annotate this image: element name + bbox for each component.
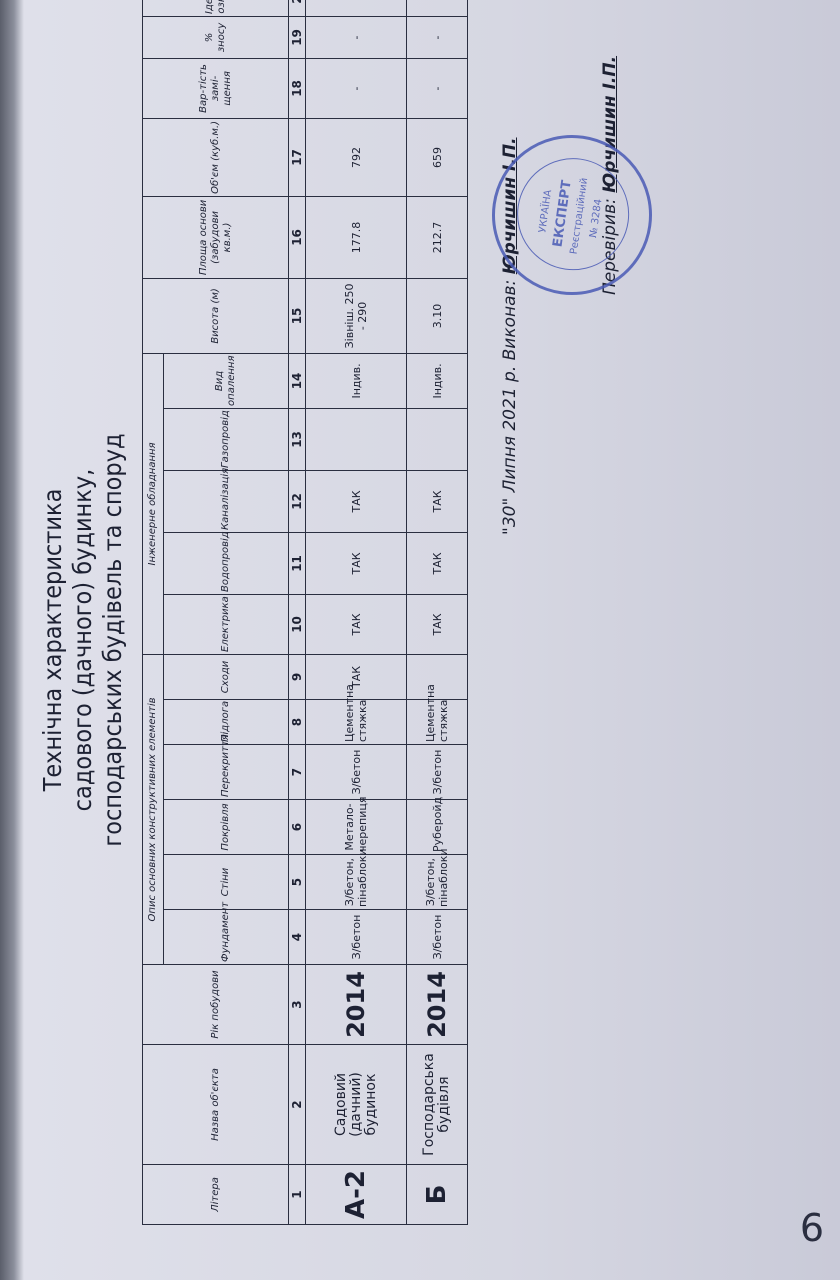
- column-number: 16: [288, 196, 306, 279]
- column-number: 6: [288, 799, 306, 855]
- column-number: 15: [288, 278, 306, 354]
- column-number: 19: [288, 16, 306, 59]
- title-line: Технічна характеристика: [38, 488, 67, 792]
- table-cell: [305, 408, 407, 471]
- column-header: Перекриття: [163, 734, 289, 800]
- column-number: 17: [288, 118, 306, 197]
- column-number: 4: [288, 909, 306, 965]
- group-header: Опис основних конструктивних елементів: [142, 654, 164, 965]
- done-label: Виконав:: [500, 279, 520, 361]
- column-header: Сходи: [163, 654, 289, 700]
- column-header: Покрівля: [163, 799, 289, 855]
- column-number: 20: [288, 0, 306, 17]
- number-row: 1234567891011121314151617181920: [288, 0, 306, 1225]
- column-header: Літера: [142, 1164, 289, 1225]
- date: "30" Липня 2021 р.: [500, 365, 520, 535]
- column-header: Площа основи (забудови кв.м.): [142, 196, 289, 279]
- column-number: 1: [288, 1164, 306, 1225]
- column-header: Ідентифікаційна ознака: [142, 0, 289, 17]
- column-header: Висота (м): [142, 278, 289, 354]
- column-header: Газопровід: [163, 408, 289, 471]
- table-cell: Індив.: [305, 353, 407, 409]
- column-header: Електрика: [163, 594, 289, 655]
- column-number: 10: [288, 594, 306, 655]
- column-header: Водопровід: [163, 531, 289, 595]
- column-number: 13: [288, 408, 306, 471]
- table-cell: З/бетон: [305, 909, 407, 965]
- table-cell: 2014: [305, 964, 407, 1045]
- column-number: 5: [288, 854, 306, 910]
- table-cell: З/бетон: [406, 909, 468, 965]
- table-cell: 2014: [406, 964, 468, 1045]
- column-header: Вар-тість замі-щення: [142, 58, 289, 119]
- table-cell: Господарська будівля: [406, 1044, 468, 1165]
- column-header: Фундамент: [163, 902, 289, 965]
- group-header: Інженерне обладнання: [142, 353, 164, 655]
- table-cell: -: [406, 0, 468, 17]
- column-header: Рік побудови: [142, 964, 289, 1045]
- table-cell: 792: [305, 118, 407, 197]
- table-cell: З/бетон: [406, 744, 468, 800]
- column-number: 11: [288, 532, 306, 595]
- table-cell: ТАК: [406, 594, 468, 655]
- column-header: Об'єм (куб.м.): [142, 118, 289, 197]
- table-cell: Б: [406, 1164, 468, 1225]
- table-cell: ТАК: [305, 532, 407, 595]
- table-cell: З/бетон, пінаблоки: [305, 848, 407, 910]
- table-cell: Руберойд: [406, 797, 468, 855]
- column-header: Підлога: [163, 699, 289, 745]
- table-cell: -: [305, 58, 407, 119]
- table-cell: Індив.: [406, 353, 468, 409]
- table-cell: -: [406, 58, 468, 119]
- characteristics-table: Літера Назва об'єкта Рік побудови Опис осно…: [142, 0, 468, 1225]
- column-number: 14: [288, 353, 306, 409]
- table-cell: Зівніш. 250 - 290: [305, 278, 407, 354]
- table-cell: Цементна стяжка: [305, 684, 407, 745]
- column-number: 12: [288, 470, 306, 533]
- column-header: Вид опалення: [163, 353, 289, 409]
- table-cell: ТАК: [406, 470, 468, 533]
- table-cell: -: [305, 0, 407, 17]
- table-cell: З/бетон, пінаблоки: [406, 848, 468, 910]
- table-cell: [406, 654, 468, 700]
- column-header: Каналізація: [163, 468, 289, 533]
- data-row: Б Господарська будівля 2014 З/бетон З/бетон,…: [406, 0, 468, 1225]
- table-cell: 177.8: [305, 196, 407, 279]
- table-cell: ТАК: [305, 470, 407, 533]
- column-number: 9: [288, 654, 306, 700]
- table-cell: Метало-черепиця: [305, 797, 407, 855]
- table-cell: ТАК: [305, 594, 407, 655]
- title-line: садового (дачного) будинку,: [68, 468, 97, 812]
- table-cell: Цементна стяжка: [406, 684, 468, 745]
- column-header: Назва об'єкта: [142, 1044, 289, 1165]
- table-cell: -: [305, 16, 407, 59]
- table-cell: З/бетон: [305, 744, 407, 800]
- stamp-ring: [509, 150, 637, 278]
- column-number: 2: [288, 1044, 306, 1165]
- column-header: % зносу: [142, 16, 289, 59]
- table-cell: 659: [406, 118, 468, 197]
- column-number: 7: [288, 744, 306, 800]
- table-cell: [406, 408, 468, 471]
- title: Технічна характеристика садового (дачног…: [38, 0, 128, 1280]
- column-number: 3: [288, 964, 306, 1045]
- table-cell: -: [406, 16, 468, 59]
- column-number: 8: [288, 699, 306, 745]
- table-cell: А-2: [305, 1164, 407, 1225]
- table-cell: ТАК: [406, 532, 468, 595]
- data-row: А-2 Садовий (дачний) будинок 2014 З/бетон З/…: [305, 0, 407, 1225]
- title-line: господарських будівель та споруд: [98, 433, 127, 847]
- header-row: Літера Назва об'єкта Рік побудови Опис осно…: [142, 0, 289, 1225]
- table-cell: 212.7: [406, 196, 468, 279]
- page-number: 6: [799, 1205, 825, 1250]
- table-cell: 3.10: [406, 278, 468, 354]
- column-number: 18: [288, 58, 306, 119]
- table-cell: Садовий (дачний) будинок: [305, 1044, 407, 1165]
- table-cell: ТАК: [305, 654, 407, 700]
